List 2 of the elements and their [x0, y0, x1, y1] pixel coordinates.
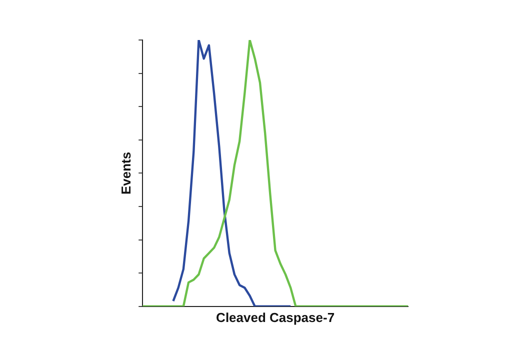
- y-axis-title: Events: [118, 152, 134, 195]
- x-axis-title: Cleaved Caspase-7: [216, 310, 335, 325]
